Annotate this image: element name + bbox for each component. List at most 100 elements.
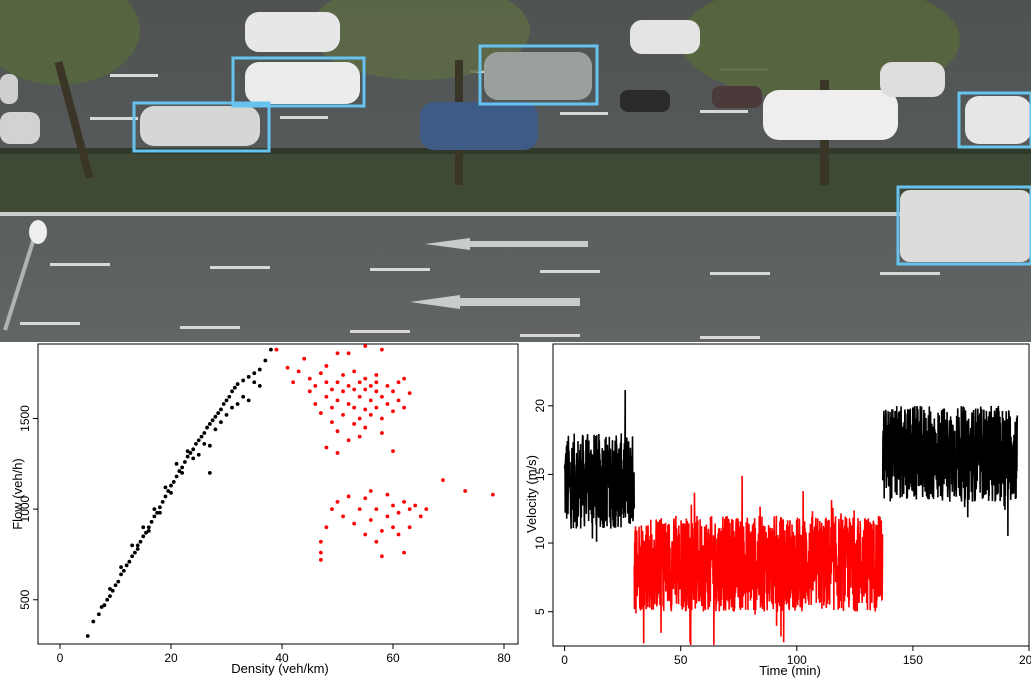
scatter-point	[191, 456, 196, 461]
scatter-point	[374, 539, 379, 544]
scatter-point	[318, 557, 323, 562]
scatter-point	[441, 478, 445, 483]
scatter-point	[341, 412, 345, 417]
scatter-point	[380, 528, 384, 533]
scatter-point	[102, 603, 107, 608]
scatter-point	[194, 441, 198, 446]
scatter-point	[402, 499, 406, 504]
scatter-point	[163, 485, 168, 490]
y-tick-label: 1000	[18, 495, 32, 522]
x-tick-label: 60	[386, 651, 400, 665]
scatter-point	[113, 583, 118, 588]
scatter-point	[324, 525, 329, 530]
scatter-point	[363, 532, 368, 537]
scatter-point	[110, 588, 115, 593]
scatter-point	[158, 505, 162, 510]
scatter-point	[196, 438, 201, 443]
scatter-point	[330, 387, 334, 392]
scatter-point	[363, 496, 368, 501]
y-axis-label: Velocity (m/s)	[524, 455, 539, 533]
scatter-point	[335, 398, 340, 403]
scatter-point	[335, 451, 340, 455]
scatter-point	[391, 389, 395, 394]
scatter-point	[185, 449, 190, 454]
x-tick-label: 80	[497, 651, 511, 665]
scatter-point	[174, 474, 179, 479]
y-tick-label: 20	[533, 399, 547, 413]
scatter-point	[216, 411, 221, 415]
scatter-point	[127, 559, 132, 564]
scatter-point	[346, 351, 351, 356]
scatter-point	[374, 380, 379, 385]
scatter-point	[263, 358, 268, 363]
scatter-point	[357, 394, 362, 399]
scatter-point	[169, 490, 173, 495]
scatter-point	[391, 409, 395, 414]
scatter-point	[205, 425, 209, 430]
scatter-point	[391, 449, 395, 454]
scatter-point	[246, 374, 251, 379]
scatter-point	[385, 402, 390, 406]
scatter-point	[341, 514, 345, 519]
scatter-point	[230, 405, 234, 410]
scatter-point	[368, 412, 373, 417]
x-axis-label: Time (min)	[759, 663, 821, 678]
scatter-point	[158, 510, 162, 515]
scatter-point	[363, 425, 368, 430]
scatter-point	[391, 503, 395, 508]
scatter-point	[352, 521, 357, 526]
scatter-point	[235, 382, 240, 386]
scatter-point	[341, 389, 345, 394]
y-tick-label: 10	[533, 536, 547, 550]
scatter-point	[385, 514, 390, 519]
scatter-point	[257, 383, 262, 388]
scatter-point	[318, 411, 323, 415]
scatter-point	[121, 568, 126, 573]
scatter-point	[302, 356, 307, 361]
scatter-point	[318, 539, 323, 544]
scatter-point	[463, 489, 468, 493]
scatter-point	[146, 528, 151, 533]
velocity-series-line	[563, 389, 635, 542]
scatter-point	[230, 389, 234, 394]
scatter-point	[207, 422, 212, 426]
scatter-point	[346, 438, 351, 443]
scatter-point	[402, 550, 406, 555]
detection-box	[231, 56, 366, 108]
scatter-point	[346, 383, 351, 388]
scatter-point	[296, 369, 301, 374]
scatter-point	[182, 460, 187, 464]
scatter-point	[202, 441, 207, 446]
scatter-point	[330, 405, 334, 410]
scatter-point	[146, 525, 151, 530]
scatter-point	[307, 376, 312, 381]
scatter-point	[241, 378, 246, 383]
scatter-point	[380, 416, 384, 421]
scatter-point	[99, 605, 104, 609]
scatter-point	[141, 525, 146, 530]
scatter-point	[335, 429, 340, 434]
scatter-point	[491, 492, 495, 497]
detection-box	[478, 44, 599, 106]
scatter-point	[413, 503, 418, 508]
scatter-point	[108, 586, 112, 591]
y-tick-label: 1500	[18, 405, 32, 432]
scatter-point	[160, 499, 165, 504]
scatter-point	[307, 389, 312, 394]
detection-box	[132, 101, 271, 153]
scatter-point	[152, 507, 157, 512]
scatter-point	[357, 434, 362, 439]
scatter-point	[252, 380, 257, 385]
scatter-point	[380, 394, 384, 399]
scatter-point	[213, 427, 218, 432]
scatter-point	[352, 422, 357, 426]
scatter-point	[363, 387, 368, 392]
scatter-point	[407, 525, 412, 530]
scatter-point	[108, 594, 112, 599]
scatter-point	[380, 554, 384, 559]
scatter-point	[210, 418, 215, 423]
scatter-point	[385, 383, 390, 388]
scatter-point	[291, 380, 295, 385]
scatter-point	[180, 470, 185, 475]
scatter-point	[252, 371, 257, 376]
